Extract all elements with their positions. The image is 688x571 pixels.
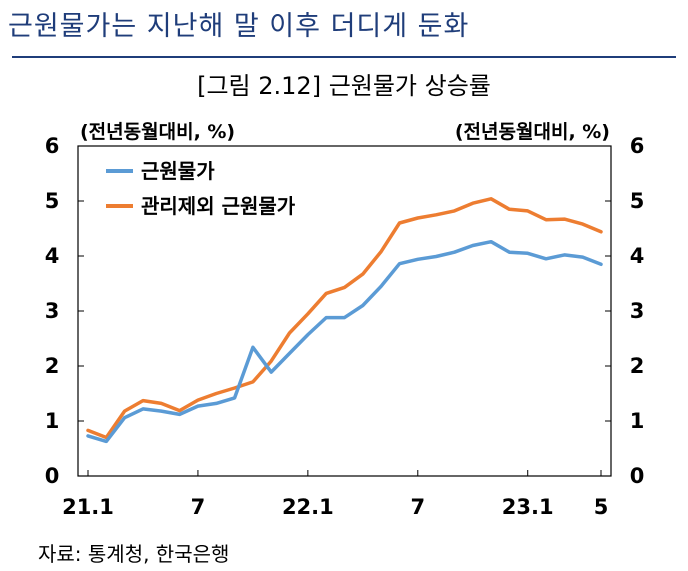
- series-line-1: [86, 239, 603, 444]
- left-y-tick-label: 2: [45, 354, 60, 378]
- headline: 근원물가는 지난해 말 이후 더디게 둔화: [8, 11, 470, 42]
- x-axis: 21.1 7 22.1 7 23.1 5: [62, 470, 608, 519]
- x-tick-label: 21.1: [62, 495, 114, 519]
- x-tick-label: 5: [594, 495, 609, 519]
- source-note: 자료: 통계청, 한국은행: [38, 542, 230, 566]
- left-y-tick-label: 5: [45, 189, 60, 213]
- x-tick-label: 22.1: [282, 495, 334, 519]
- right-y-tick-label: 6: [630, 134, 645, 158]
- chart-title: [그림 2.12] 근원물가 상승률: [197, 72, 491, 100]
- series-line-2: [86, 197, 603, 440]
- right-y-tick-label: 0: [630, 464, 645, 488]
- left-y-axis: 0 1 2 3 4 5 6: [45, 134, 84, 488]
- right-y-tick-label: 5: [630, 189, 645, 213]
- x-tick-label: 7: [410, 495, 425, 519]
- right-y-tick-label: 1: [630, 409, 645, 433]
- left-y-tick-label: 0: [45, 464, 60, 488]
- right-axis-unit-label: (전년동월대비, %): [454, 121, 610, 143]
- series-lines: [86, 197, 603, 444]
- left-y-tick-label: 6: [45, 134, 60, 158]
- left-y-tick-label: 3: [45, 299, 60, 323]
- right-y-tick-label: 3: [630, 299, 645, 323]
- right-y-tick-label: 4: [630, 244, 645, 268]
- headline-rule: [12, 56, 676, 58]
- x-tick-label: 7: [191, 495, 206, 519]
- right-y-tick-label: 2: [630, 354, 645, 378]
- left-y-tick-label: 1: [45, 409, 60, 433]
- legend-label-2: 관리제외 근원물가: [141, 194, 296, 218]
- legend-label-1: 근원물가: [141, 159, 215, 183]
- left-y-tick-label: 4: [45, 244, 60, 268]
- left-axis-unit-label: (전년동월대비, %): [80, 121, 236, 143]
- x-tick-label: 23.1: [502, 495, 554, 519]
- right-y-axis: 0 1 2 3 4 5 6: [605, 134, 644, 488]
